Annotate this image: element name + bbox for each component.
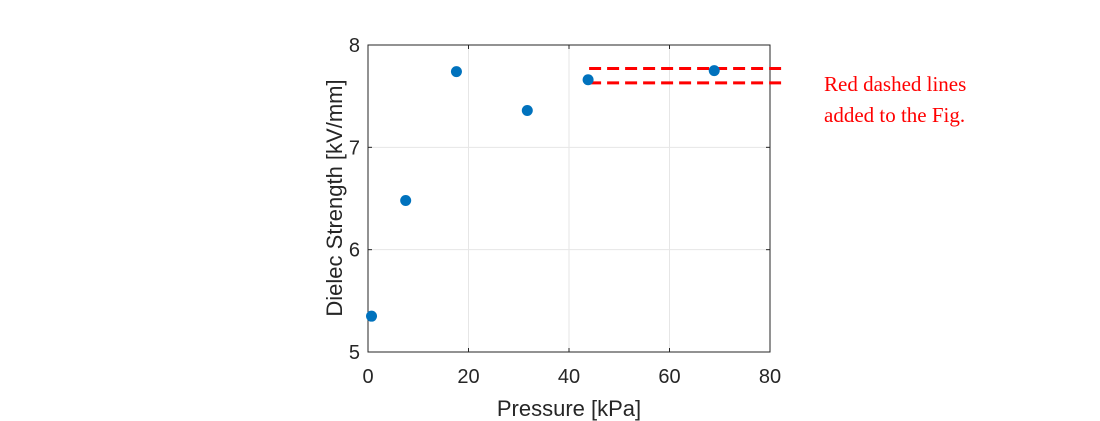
reference-lines	[589, 67, 783, 85]
data-points	[366, 65, 720, 322]
y-tick-label: 8	[349, 35, 360, 57]
data-point	[450, 66, 462, 78]
y-tick-label: 6	[349, 240, 360, 262]
x-tick-label: 60	[658, 366, 680, 388]
annotation-line-1: Red dashed lines	[824, 72, 967, 96]
grid-lines	[368, 45, 770, 352]
y-axis-label: Dielec Strength [kV/mm]	[322, 79, 347, 316]
annotation-line-2: added to the Fig.	[824, 103, 966, 127]
x-tick-label: 80	[759, 366, 781, 388]
y-tick-labels: 5 6 7 8	[349, 35, 360, 364]
x-axis-label: Pressure [kPa]	[497, 396, 641, 421]
x-tick-label: 20	[457, 366, 479, 388]
data-point	[366, 310, 378, 322]
axis-ticks	[367, 44, 771, 353]
y-tick-label: 7	[349, 137, 360, 159]
data-point	[708, 65, 720, 77]
x-tick-labels: 0 20 40 60 80	[362, 366, 781, 388]
data-point	[400, 195, 412, 207]
data-point	[582, 74, 594, 86]
x-tick-label: 0	[362, 366, 373, 388]
y-tick-label: 5	[349, 342, 360, 364]
x-tick-label: 40	[558, 366, 580, 388]
data-point	[521, 104, 533, 116]
